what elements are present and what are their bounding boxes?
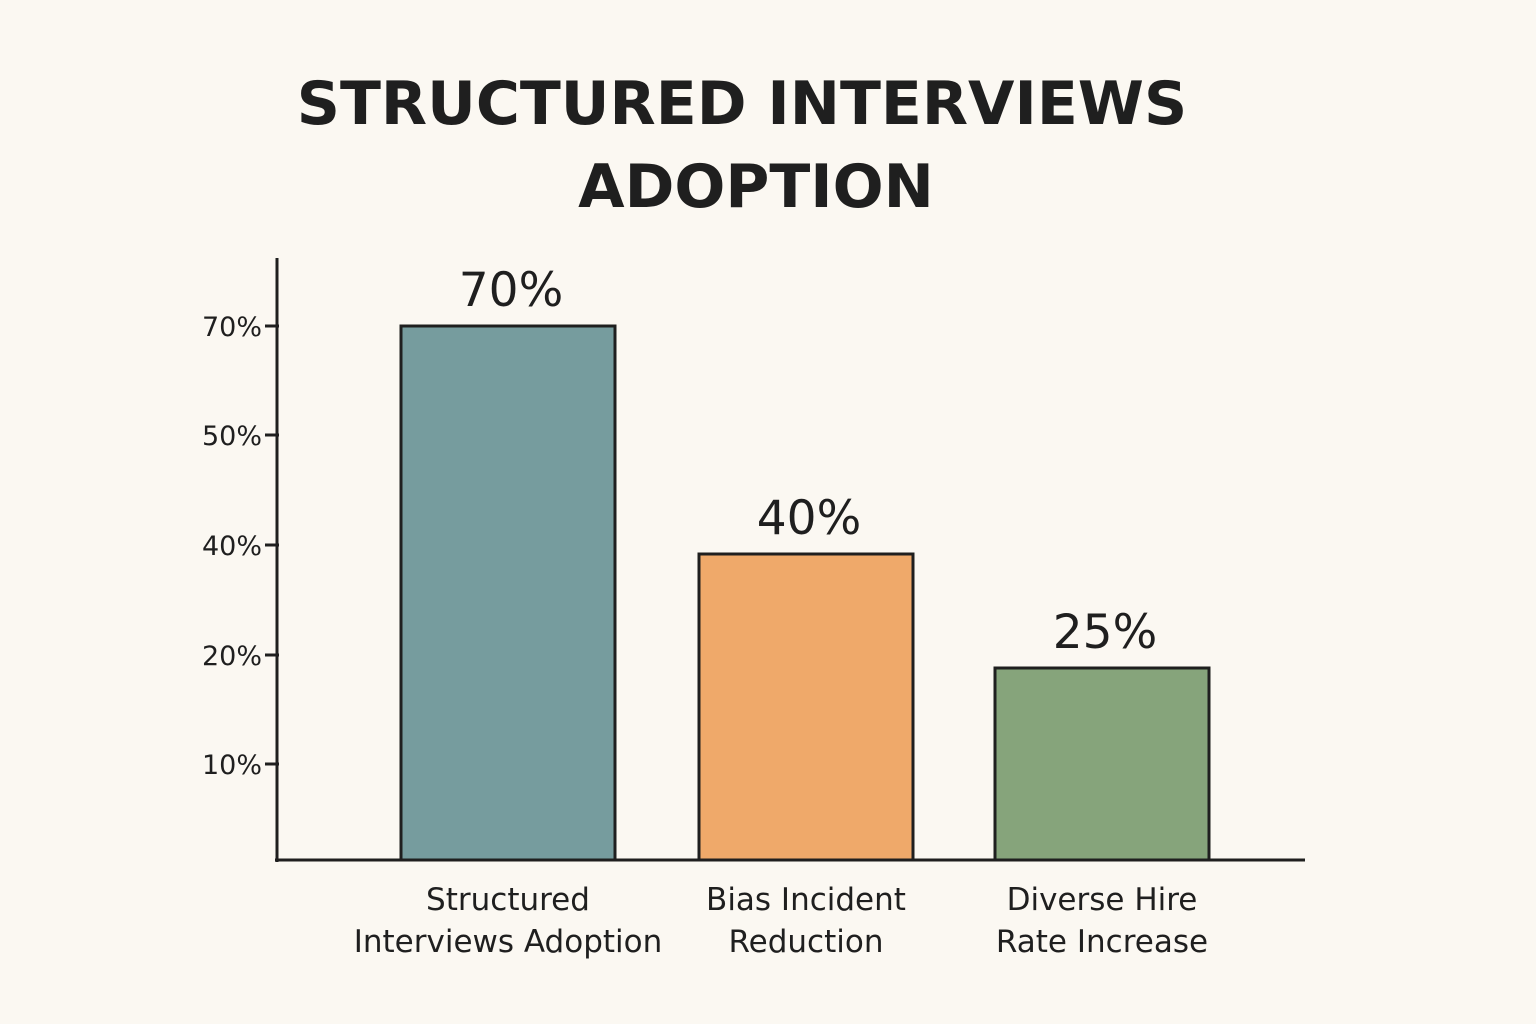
category-label: Reduction [729, 924, 884, 960]
chart-title: STRUCTURED INTERVIEWS ADOPTION [297, 69, 1187, 222]
y-tick-label: 20% [202, 641, 262, 672]
y-tick-label: 50% [202, 421, 262, 452]
bar-value-label: 25% [1053, 605, 1157, 660]
category-label: Diverse Hire [1007, 882, 1198, 918]
bar-value-label: 40% [757, 491, 861, 546]
y-axis-ticks: 70% 50% 40% 20% 10% [202, 312, 279, 781]
category-label: Structured [426, 882, 590, 918]
category-label: Rate Increase [996, 924, 1208, 960]
y-tick-label: 70% [202, 312, 262, 343]
chart-title-line-1: STRUCTURED INTERVIEWS [297, 69, 1187, 139]
bar-value-label: 70% [459, 263, 563, 318]
bar-series [399, 324, 1211, 862]
category-label: Interviews Adoption [354, 924, 663, 960]
category-label: Bias Incident [706, 882, 906, 918]
chart-title-line-2: ADOPTION [578, 152, 934, 222]
value-labels: 70% 40% 25% [459, 263, 1157, 660]
y-tick-label: 10% [202, 750, 262, 781]
bar [399, 324, 617, 862]
category-labels: Structured Interviews Adoption Bias Incide… [354, 882, 1208, 960]
bar [697, 552, 915, 862]
y-tick-label: 40% [202, 531, 262, 562]
bar [993, 666, 1211, 862]
